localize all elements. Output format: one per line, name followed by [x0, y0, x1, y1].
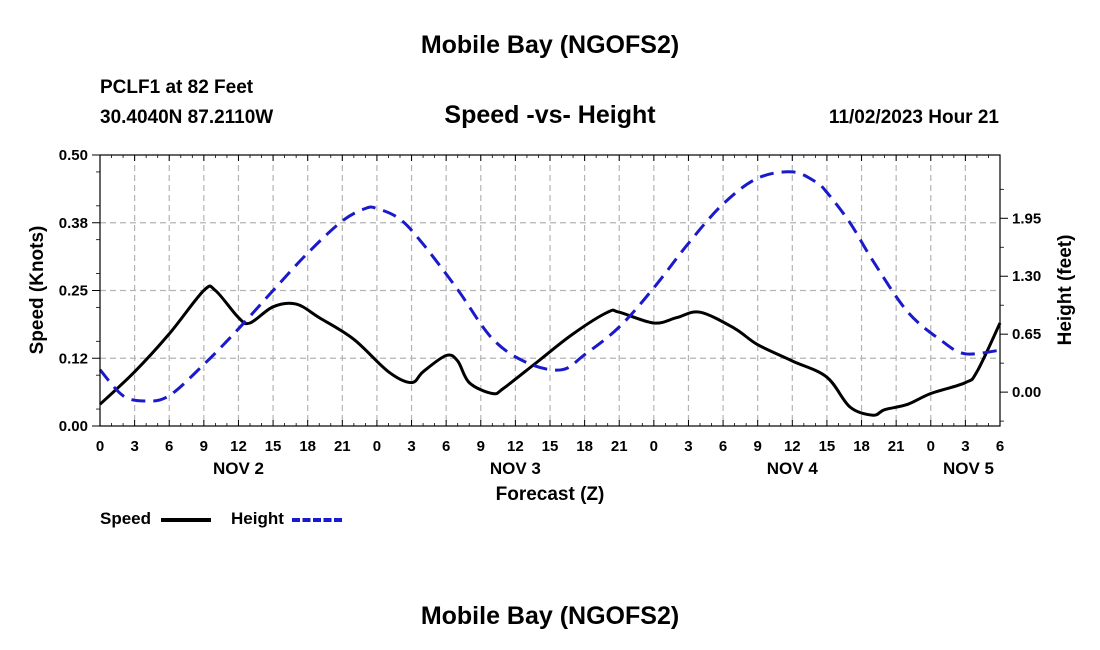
x-tick-label: 3	[407, 438, 415, 455]
chart-subtitle: Speed -vs- Height	[444, 101, 656, 129]
x-tick-label: 12	[507, 438, 524, 455]
x-tick-label: 12	[784, 438, 801, 455]
x-tick-label: 15	[265, 438, 282, 455]
x-tick-label: 6	[442, 438, 450, 455]
x-tick-label: 9	[477, 438, 485, 455]
data-point-height	[203, 364, 204, 365]
x-tick-label: 21	[611, 438, 628, 455]
data-point-height	[526, 362, 527, 363]
x-tick-label: 9	[754, 438, 762, 455]
y-left-tick-label: 0.50	[59, 147, 88, 164]
x-date-label: NOV 5	[943, 459, 994, 478]
x-tick-label: 6	[165, 438, 173, 455]
x-tick-label: 3	[130, 438, 138, 455]
footer-title: Mobile Bay (NGOFS2)	[420, 602, 680, 630]
y-right-tick-label: 0.65	[1012, 326, 1041, 343]
x-date-label: NOV 3	[490, 459, 541, 478]
chart-title: Mobile Bay (NGOFS2)	[420, 31, 680, 59]
x-tick-label: 3	[961, 438, 969, 455]
y-left-axis-title: Speed (Knots)	[27, 226, 48, 355]
x-tick-label: 0	[373, 438, 381, 455]
data-point-height	[492, 338, 493, 339]
series-line-speed	[98, 284, 1002, 417]
data-point-height	[907, 311, 908, 312]
x-tick-label: 0	[96, 438, 104, 455]
x-tick-label: 15	[819, 438, 836, 455]
data-point-height	[723, 204, 724, 205]
data-point-height	[400, 219, 401, 220]
forecast-timestamp: 11/02/2023 Hour 21	[828, 107, 999, 128]
grid-lines	[100, 155, 1000, 426]
station-coords: 30.4040N 87.2110W	[100, 107, 274, 128]
x-tick-label: 18	[853, 438, 870, 455]
series-lines	[98, 170, 1002, 417]
legend-speed-swatch	[161, 518, 211, 522]
data-point-height	[146, 401, 147, 402]
legend-height-label: Height	[231, 509, 284, 528]
legend-speed-label: Speed	[100, 509, 152, 528]
y-right-axis-title: Height (feet)	[1055, 235, 1076, 346]
x-axis-title: Forecast (Z)	[496, 484, 605, 505]
y-left-tick-label: 0.00	[59, 418, 88, 435]
y-left-tick-label: 0.38	[59, 215, 88, 232]
y-right-tick-label: 1.95	[1012, 210, 1041, 227]
x-tick-label: 0	[650, 438, 658, 455]
x-tick-label: 0	[927, 438, 935, 455]
x-tick-label: 18	[299, 438, 316, 455]
y-left-tick-label: 0.12	[59, 350, 88, 367]
x-tick-label: 9	[200, 438, 208, 455]
x-tick-label: 6	[719, 438, 727, 455]
x-tick-label: 6	[996, 438, 1004, 455]
data-point-height	[307, 253, 308, 254]
x-date-label: NOV 2	[213, 459, 264, 478]
series-line-height	[98, 170, 1001, 403]
y-right-tick-label: 0.00	[1012, 384, 1041, 401]
x-tick-label: 21	[888, 438, 905, 455]
y-left-tick-label: 0.25	[59, 283, 88, 300]
legend-height-swatch	[292, 518, 342, 522]
x-tick-label: 12	[230, 438, 247, 455]
x-tick-label: 18	[576, 438, 593, 455]
x-tick-label: 3	[684, 438, 692, 455]
x-tick-label: 21	[334, 438, 351, 455]
station-label: PCLF1 at 82 Feet	[100, 77, 254, 98]
x-tick-label: 15	[542, 438, 559, 455]
axes: 0 3 6 9 12 15 18 21 0 3 6 9 12 15 18 21 0 3 6 9 12 15 18 21 0 3 6 0…	[27, 147, 1076, 505]
y-right-tick-label: 1.30	[1012, 268, 1041, 285]
x-date-label: NOV 4	[767, 459, 819, 478]
